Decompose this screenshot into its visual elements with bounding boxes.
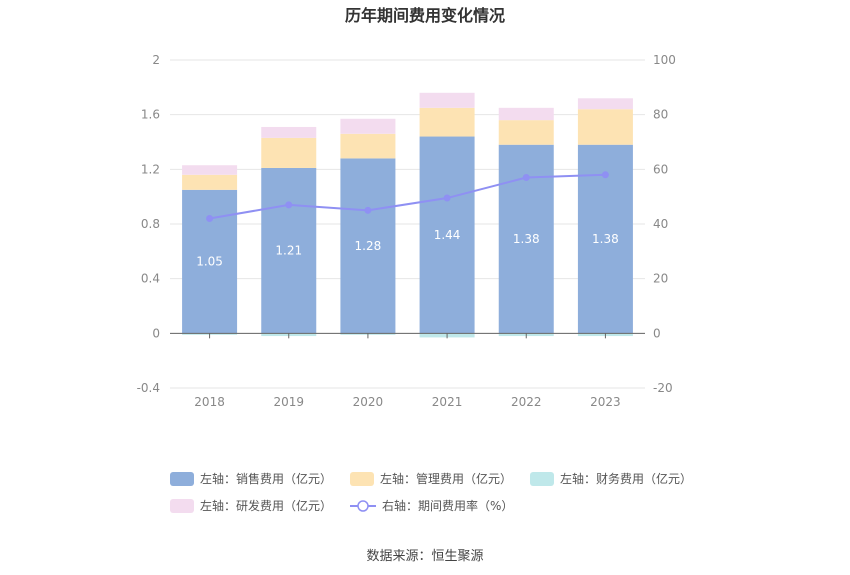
legend-item-sales[interactable]: 左轴：销售费用（亿元）: [170, 470, 332, 487]
left-axis-tick-label: 1.2: [141, 162, 160, 176]
x-axis-tick-label: 2019: [273, 395, 304, 409]
x-axis-tick-label: 2023: [590, 395, 621, 409]
chart-title: 历年期间费用变化情况: [345, 6, 505, 25]
legend-swatch-admin: [350, 471, 375, 486]
legend-item-rnd[interactable]: 左轴：研发费用（亿元）: [170, 497, 332, 514]
legend: 左轴：销售费用（亿元） 左轴：管理费用（亿元） 左轴：财务费用（亿元） 左轴：研…: [170, 470, 730, 524]
bar-segment: [261, 167, 317, 334]
chart-canvas: 历年期间费用变化情况 1.05 1.21 1.28 1.44 1.38 1.38 -0.4…: [137, 6, 676, 409]
bar-segment: [182, 174, 238, 190]
axes-layer: -0.4 0 0.4 0.8 1.2 1.6 2 -20 0 20 40 60 80 100 2018 201…: [137, 53, 676, 409]
rate-point: [206, 215, 214, 223]
rate-point: [364, 206, 372, 214]
legend-label-rnd: 左轴：研发费用（亿元）: [200, 499, 333, 513]
bar-segment: [419, 136, 475, 334]
bar-segment: [498, 120, 554, 145]
right-axis-tick-label: -20: [653, 381, 673, 395]
x-axis-tick-label: 2021: [432, 395, 463, 409]
source-note: 数据来源：恒生聚源: [366, 549, 484, 564]
rate-point: [285, 201, 293, 209]
bar-labels-layer: 1.05 1.21 1.28 1.44 1.38 1.38: [196, 228, 619, 269]
legend-swatch-rate: [350, 499, 377, 512]
rate-line: [209, 173, 606, 220]
left-axis-tick-label: -0.4: [137, 381, 160, 395]
bar-segment: [340, 158, 396, 334]
bar-segment: [261, 137, 317, 168]
left-axis-tick-label: 1.6: [141, 108, 160, 122]
bar-segment: [261, 126, 317, 138]
bar-segment: [419, 107, 475, 137]
legend-item-rate[interactable]: 右轴：期间费用率（%）: [350, 497, 513, 514]
legend-item-finance[interactable]: 左轴：财务费用（亿元）: [530, 470, 692, 487]
bar-segment: [182, 165, 238, 175]
bar-segment: [498, 107, 554, 121]
bars-layer: [182, 92, 633, 338]
bar-segment: [340, 118, 396, 134]
legend-row-2: 左轴：研发费用（亿元） 右轴：期间费用率（%）: [170, 497, 730, 514]
legend-swatch-finance: [530, 471, 555, 486]
legend-label-rate: 右轴：期间费用率（%）: [382, 499, 514, 513]
bar-segment: [340, 133, 396, 159]
bar-segment: [577, 109, 633, 145]
legend-item-admin[interactable]: 左轴：管理费用（亿元）: [350, 470, 512, 487]
x-axis-tick-label: 2018: [194, 395, 225, 409]
bar-data-label: 1.38: [592, 232, 619, 246]
legend-row-1: 左轴：销售费用（亿元） 左轴：管理费用（亿元） 左轴：财务费用（亿元）: [170, 470, 730, 487]
grid-lines: [170, 59, 645, 389]
left-axis-tick-label: 2: [152, 53, 160, 67]
x-axis-tick-label: 2020: [353, 395, 384, 409]
bar-data-label: 1.44: [434, 228, 461, 242]
right-axis-tick-label: 40: [653, 217, 668, 231]
left-axis-tick-label: 0.4: [141, 272, 160, 286]
legend-label-finance: 左轴：财务费用（亿元）: [560, 472, 693, 486]
bar-data-label: 1.21: [275, 244, 302, 258]
x-axis-tick-label: 2022: [511, 395, 542, 409]
rate-point: [443, 194, 451, 202]
bar-data-label: 1.38: [513, 232, 540, 246]
legend-label-admin: 左轴：管理费用（亿元）: [380, 472, 513, 486]
bar-segment: [182, 189, 238, 334]
right-axis-tick-label: 100: [653, 53, 676, 67]
legend-swatch-sales: [170, 471, 194, 486]
rate-point: [522, 174, 530, 182]
legend-swatch-rnd: [170, 498, 194, 513]
bar-segment: [577, 98, 633, 110]
left-axis-tick-label: 0: [152, 326, 160, 340]
legend-label-sales: 左轴：销售费用（亿元）: [200, 472, 333, 486]
right-axis-tick-label: 60: [653, 162, 668, 176]
rate-line-layer: [206, 171, 609, 223]
left-axis-tick-label: 0.8: [141, 217, 160, 231]
right-axis-tick-label: 0: [653, 326, 661, 340]
rate-point: [601, 171, 609, 179]
bar-data-label: 1.28: [355, 239, 382, 253]
bar-segment: [419, 92, 475, 108]
right-axis-tick-label: 80: [653, 108, 668, 122]
bar-data-label: 1.05: [196, 255, 223, 269]
right-axis-tick-label: 20: [653, 272, 668, 286]
